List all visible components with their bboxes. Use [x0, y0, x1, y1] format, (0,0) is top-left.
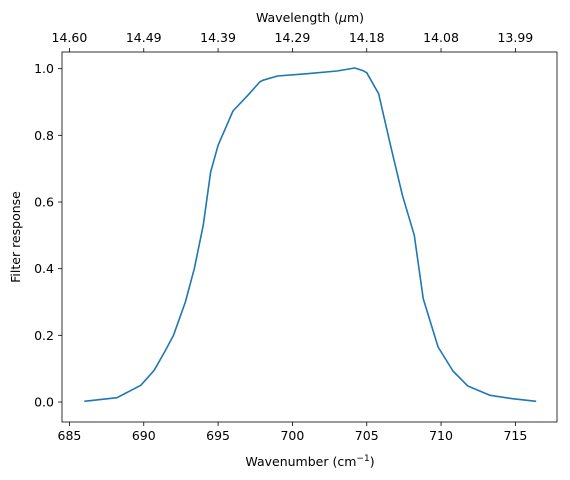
x-tick-label: 685 [58, 428, 82, 443]
top-tick-label: 14.39 [200, 30, 236, 45]
x-axis-unit-base: (cm [332, 454, 356, 469]
y-tick-label: 0.4 [34, 261, 54, 276]
top-axis-label-prefix: Wavelength ( [256, 10, 339, 25]
x-tick-label: 695 [206, 428, 230, 443]
x-tick-label: 690 [132, 428, 156, 443]
x-tick-label: 710 [429, 428, 453, 443]
y-tick-label: 0.2 [34, 328, 54, 343]
top-tick-label: 14.29 [275, 30, 311, 45]
top-tick-label: 14.49 [126, 30, 162, 45]
x-axis-label-text: Wavenumber [245, 454, 329, 469]
filter-response-line [84, 67, 537, 403]
top-tick-label: 14.08 [423, 30, 459, 45]
y-tick-label: 0.6 [34, 195, 54, 210]
top-tick-label: 13.99 [497, 30, 533, 45]
top-axis-label-mu: μ [338, 10, 347, 25]
top-tick-label: 14.60 [52, 30, 88, 45]
ticks-layer: 685 14.60 690 14.49 695 14.39 700 14.29 705 14.18… [34, 30, 533, 443]
series-line-layer [84, 67, 537, 403]
top-axis-label-suffix: m) [347, 10, 364, 25]
y-axis-label: Filter response [8, 191, 23, 283]
y-tick-label: 0.0 [34, 395, 54, 410]
x-tick-label: 715 [503, 428, 527, 443]
y-tick-label: 1.0 [34, 61, 54, 76]
top-tick-label: 14.18 [349, 30, 385, 45]
top-axis-label: Wavelength (μm) [256, 10, 364, 25]
x-tick-label: 705 [355, 428, 379, 443]
plot-frame [61, 51, 558, 423]
x-axis-unit-sup: −1 [356, 454, 369, 464]
x-axis-unit-close: ) [370, 454, 375, 469]
x-tick-label: 700 [280, 428, 304, 443]
x-axis-label: Wavenumber (cm−1) [245, 454, 374, 469]
y-tick-label: 0.8 [34, 128, 54, 143]
